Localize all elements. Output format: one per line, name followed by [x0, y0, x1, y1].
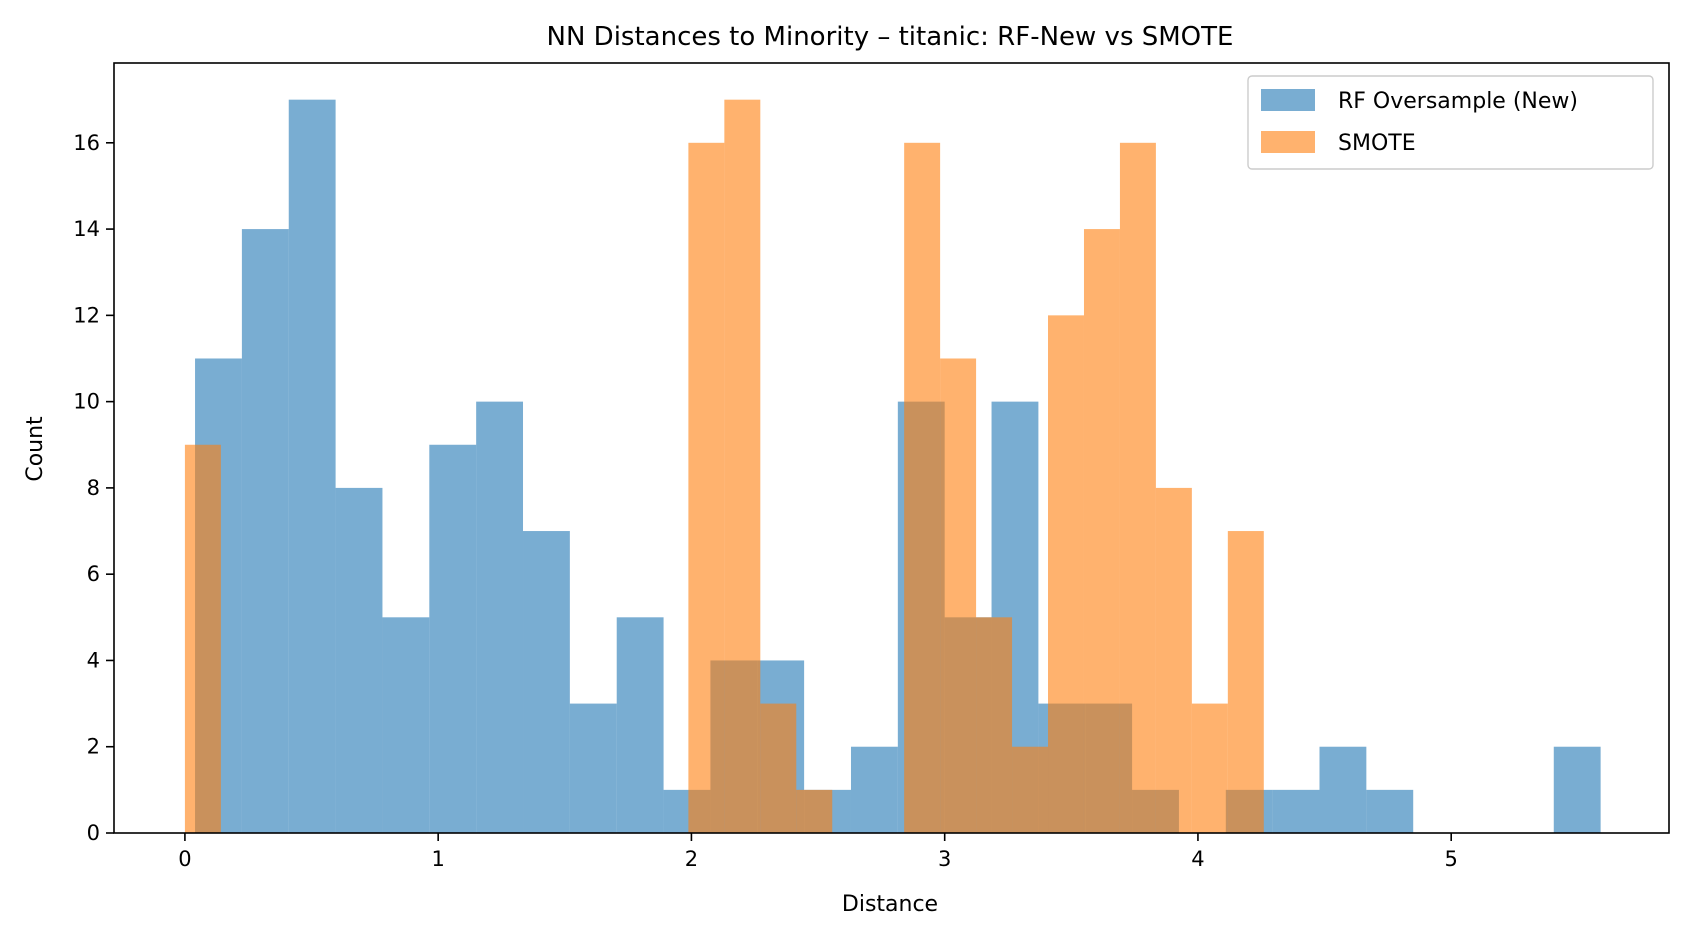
rf-bar-6: [476, 401, 524, 833]
smote-bar-14: [688, 142, 725, 834]
x-tick-label: 3: [938, 847, 951, 871]
smote-bar-29: [1227, 531, 1264, 833]
rf-bar-23: [1272, 789, 1320, 833]
rf-bar-5: [429, 444, 477, 833]
y-tick-label: 8: [87, 476, 100, 500]
smote-bar-28: [1191, 703, 1228, 833]
smote-bar-24: [1048, 315, 1084, 834]
smote-bar-15: [724, 99, 761, 834]
legend-label-rf: RF Oversample (New): [1338, 89, 1578, 114]
y-axis-label: Count: [23, 416, 48, 482]
smote-bar-27: [1155, 487, 1192, 833]
rf-bar-7: [523, 531, 570, 833]
rf-bar-14: [850, 746, 898, 833]
y-tick-label: 4: [87, 648, 100, 672]
y-tick-label: 2: [87, 735, 100, 759]
x-tick-label: 2: [685, 847, 698, 871]
y-axis-ticks: 0 2 4 6 8 10 12 14 16: [73, 131, 114, 845]
smote-bar-17: [796, 789, 833, 833]
rf-bar-2: [288, 99, 336, 834]
smote-bar-23: [1012, 746, 1049, 833]
plot-frame: [113, 62, 1670, 834]
y-tick-label: 0: [87, 821, 100, 845]
plot-bars: [184, 99, 1601, 834]
rf-bar-3: [335, 487, 383, 833]
legend-swatch-smote: [1261, 131, 1315, 153]
legend: RF Oversample (New) SMOTE: [1247, 75, 1654, 170]
rf-bar-1: [241, 229, 289, 833]
x-tick-label: 5: [1445, 847, 1458, 871]
legend-box: [1247, 75, 1654, 170]
rf-bar-25: [1366, 789, 1414, 833]
smote-bar-20: [904, 142, 941, 834]
legend-swatch-rf: [1261, 89, 1315, 111]
smote-bar-26: [1119, 142, 1156, 834]
smote-bar-0: [184, 444, 221, 833]
rf-bar-29: [1553, 746, 1601, 833]
y-tick-label: 14: [73, 217, 100, 241]
y-tick-label: 16: [73, 131, 100, 155]
y-tick-label: 12: [73, 303, 100, 327]
rf-bar-24: [1319, 746, 1367, 833]
x-tick-label: 1: [431, 847, 444, 871]
y-tick-label: 10: [73, 390, 100, 414]
smote-bar-22: [976, 617, 1013, 833]
rf-bar-9: [616, 617, 664, 833]
chart-title: NN Distances to Minority – titanic: RF-N…: [547, 22, 1234, 52]
x-axis-ticks: 0 1 2 3 4 5: [178, 833, 1458, 871]
y-tick-label: 6: [87, 562, 100, 586]
smote-bar-21: [940, 358, 977, 833]
rf-bar-8: [569, 703, 617, 833]
x-tick-label: 4: [1191, 847, 1204, 871]
legend-label-smote: SMOTE: [1338, 131, 1416, 156]
smote-bar-16: [760, 703, 797, 833]
x-axis-label: Distance: [842, 892, 938, 917]
x-tick-label: 0: [178, 847, 191, 871]
smote-bar-25: [1083, 229, 1120, 833]
rf-bar-4: [382, 617, 430, 833]
